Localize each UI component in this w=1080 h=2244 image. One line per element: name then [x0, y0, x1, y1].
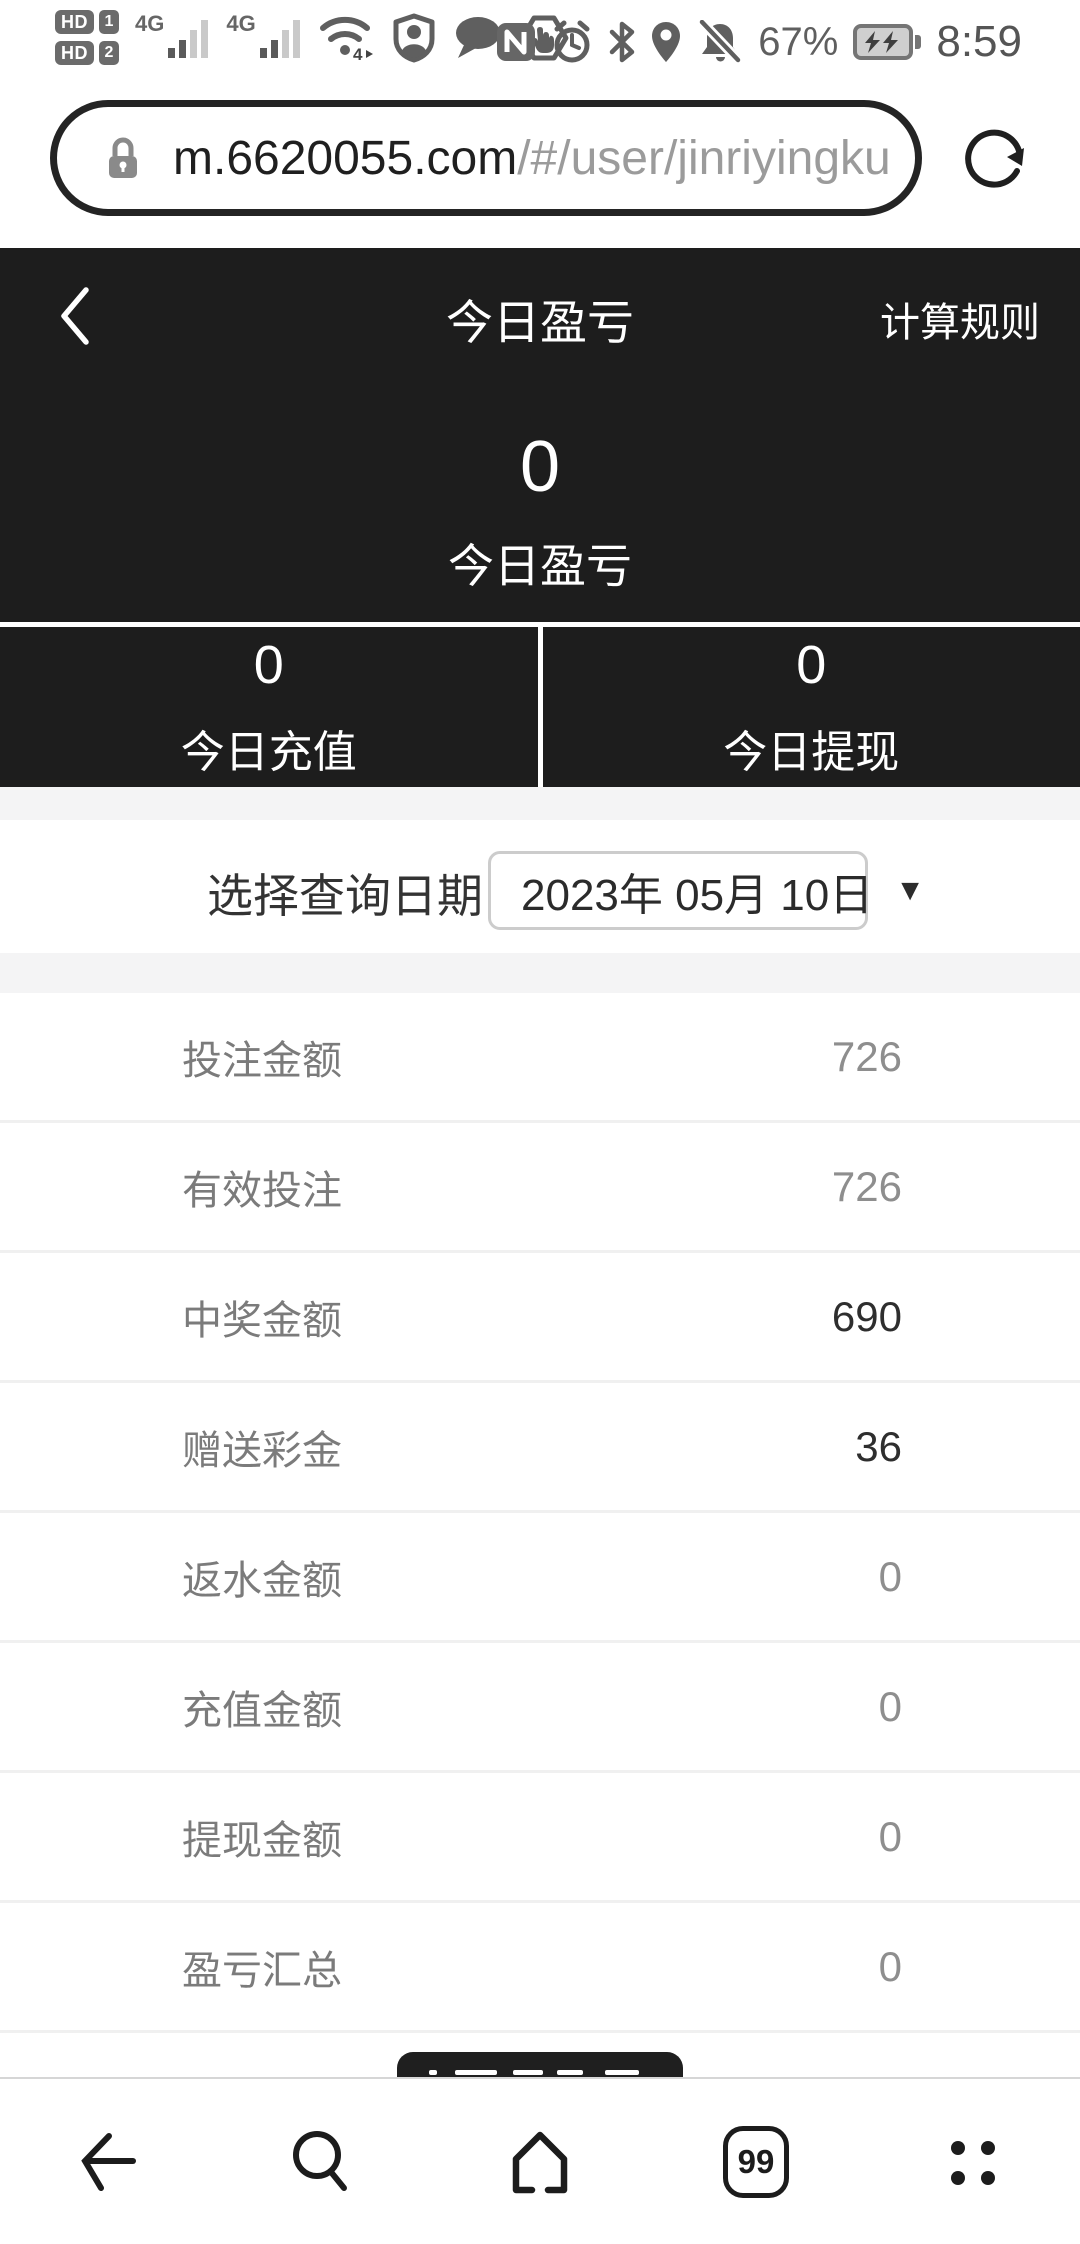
svg-text:4: 4	[353, 45, 363, 64]
location-icon	[652, 22, 681, 62]
table-row: 盈亏汇总 0	[0, 1903, 1080, 2033]
row-value: 0	[878, 1812, 902, 1860]
battery-charging-icon	[853, 24, 922, 60]
url-text: m.6620055.com/#/user/jinriyingku	[173, 131, 891, 186]
today-deposit-label: 今日充值	[180, 728, 357, 777]
sim1-number: 1	[99, 10, 119, 34]
row-label: 赠送彩金	[182, 1428, 342, 1473]
signal-bars-icon	[259, 19, 300, 58]
network-type-sim2: 4G	[226, 10, 256, 36]
signal-bars-icon	[168, 19, 209, 58]
page-title: 今日盈亏	[446, 296, 634, 349]
today-withdraw-cell: 0 今日提现	[537, 627, 1080, 787]
date-query-band: 选择查询日期 2023年 05月 10日 ▼	[0, 820, 1080, 953]
chat-bubble-icon	[455, 16, 500, 58]
row-value: 726	[831, 1032, 902, 1080]
sim2-number: 2	[99, 41, 119, 65]
date-picker-label: 选择查询日期	[207, 870, 483, 922]
browser-url-bar: m.6620055.com/#/user/jinriyingku	[0, 84, 1080, 248]
row-value: 0	[878, 1942, 902, 1990]
profit-panel: 今日盈亏 计算规则 0 今日盈亏 0 今日充值 0 今日提现	[0, 248, 1080, 787]
divider	[0, 622, 1080, 627]
table-row: 提现金额 0	[0, 1773, 1080, 1903]
nav-search-button[interactable]	[286, 2126, 358, 2198]
table-row: 中奖金额 690	[0, 1253, 1080, 1383]
table-row: 投注金额 726	[0, 993, 1080, 1123]
row-value: 690	[831, 1292, 902, 1340]
search-icon	[293, 2131, 347, 2191]
row-value: 0	[878, 1552, 902, 1600]
table-row: 返水金额 0	[0, 1513, 1080, 1643]
stats-list: 投注金额 726 有效投注 726 中奖金额 690 赠送彩金 36 返水金额 …	[0, 993, 1080, 2033]
row-label: 有效投注	[182, 1168, 342, 1213]
today-withdraw-value: 0	[796, 635, 827, 695]
status-left-cluster: HD 1 HD 2 4G 4G	[55, 10, 570, 65]
nav-home-button[interactable]	[504, 2126, 576, 2198]
chevron-left-icon	[61, 287, 89, 345]
hd2-badge: HD	[55, 41, 94, 65]
row-label: 返水金额	[182, 1558, 342, 1603]
clock-time: 8:59	[936, 17, 1022, 66]
signal-sim2: 4G	[226, 10, 301, 62]
date-picker-select[interactable]: 2023年 05月 10日 ▼	[488, 851, 925, 930]
calculation-rules-link[interactable]: 计算规则	[880, 301, 1040, 345]
date-picker-value: 2023年 05月 10日	[521, 870, 874, 920]
row-value: 726	[831, 1162, 902, 1210]
menu-dots-icon	[951, 2141, 995, 2185]
status-bar: HD 1 HD 2 4G 4G	[0, 0, 1080, 84]
section-gap	[0, 787, 1080, 820]
tabs-count-icon: 99	[723, 2126, 789, 2198]
table-row: 充值金额 0	[0, 1643, 1080, 1773]
row-label: 提现金额	[182, 1818, 342, 1863]
refresh-icon	[965, 129, 1024, 188]
row-value: 36	[855, 1422, 902, 1470]
row-label: 充值金额	[182, 1688, 342, 1733]
today-profit-value: 0	[519, 427, 561, 507]
tabs-count: 99	[737, 2143, 775, 2180]
eye-protection-shield-icon	[393, 13, 435, 62]
today-profit-label: 今日盈亏	[448, 540, 632, 592]
row-label: 投注金额	[182, 1038, 342, 1083]
today-stats: 0 今日充值 0 今日提现	[0, 627, 1080, 787]
nav-back-button[interactable]	[71, 2126, 143, 2198]
home-icon	[512, 2131, 568, 2194]
section-gap	[0, 953, 1080, 993]
today-withdraw-label: 今日提现	[723, 728, 900, 777]
signal-sim1: 4G	[135, 10, 210, 62]
today-deposit-value: 0	[253, 635, 284, 695]
refresh-button[interactable]	[960, 126, 1030, 196]
notifications-muted-icon	[698, 20, 742, 64]
table-row: 有效投注 726	[0, 1123, 1080, 1253]
wifi-icon: 4	[319, 16, 373, 64]
network-type-sim1: 4G	[135, 10, 165, 36]
https-lock-icon	[109, 137, 137, 178]
divider	[0, 2077, 1080, 2079]
battery-percent: 67%	[758, 19, 839, 64]
back-arrow-icon	[81, 2133, 136, 2191]
today-deposit-cell: 0 今日充值	[0, 627, 538, 787]
browser-bottom-nav: 99	[0, 2079, 1080, 2244]
chevron-down-icon: ▼	[895, 873, 925, 907]
row-label: 中奖金额	[182, 1298, 342, 1343]
row-value: 0	[878, 1682, 902, 1730]
address-field[interactable]: m.6620055.com/#/user/jinriyingku	[50, 100, 922, 216]
hd1-badge: HD	[55, 10, 94, 34]
url-domain: m.6620055.com	[173, 131, 518, 185]
table-row: 赠送彩金 36	[0, 1383, 1080, 1513]
alarm-clock-icon	[554, 20, 590, 63]
volte-hd-badges: HD 1 HD 2	[55, 10, 119, 65]
bluetooth-icon	[610, 21, 635, 63]
row-label: 盈亏汇总	[182, 1948, 342, 1993]
nav-tabs-button[interactable]: 99	[723, 2126, 795, 2198]
back-button[interactable]	[52, 284, 96, 353]
nfc-icon	[497, 23, 536, 61]
nav-menu-button[interactable]	[936, 2126, 1008, 2198]
url-path: /#/user/jinriyingku	[517, 131, 891, 185]
status-right-cluster: 67% 8:59	[497, 0, 1022, 84]
